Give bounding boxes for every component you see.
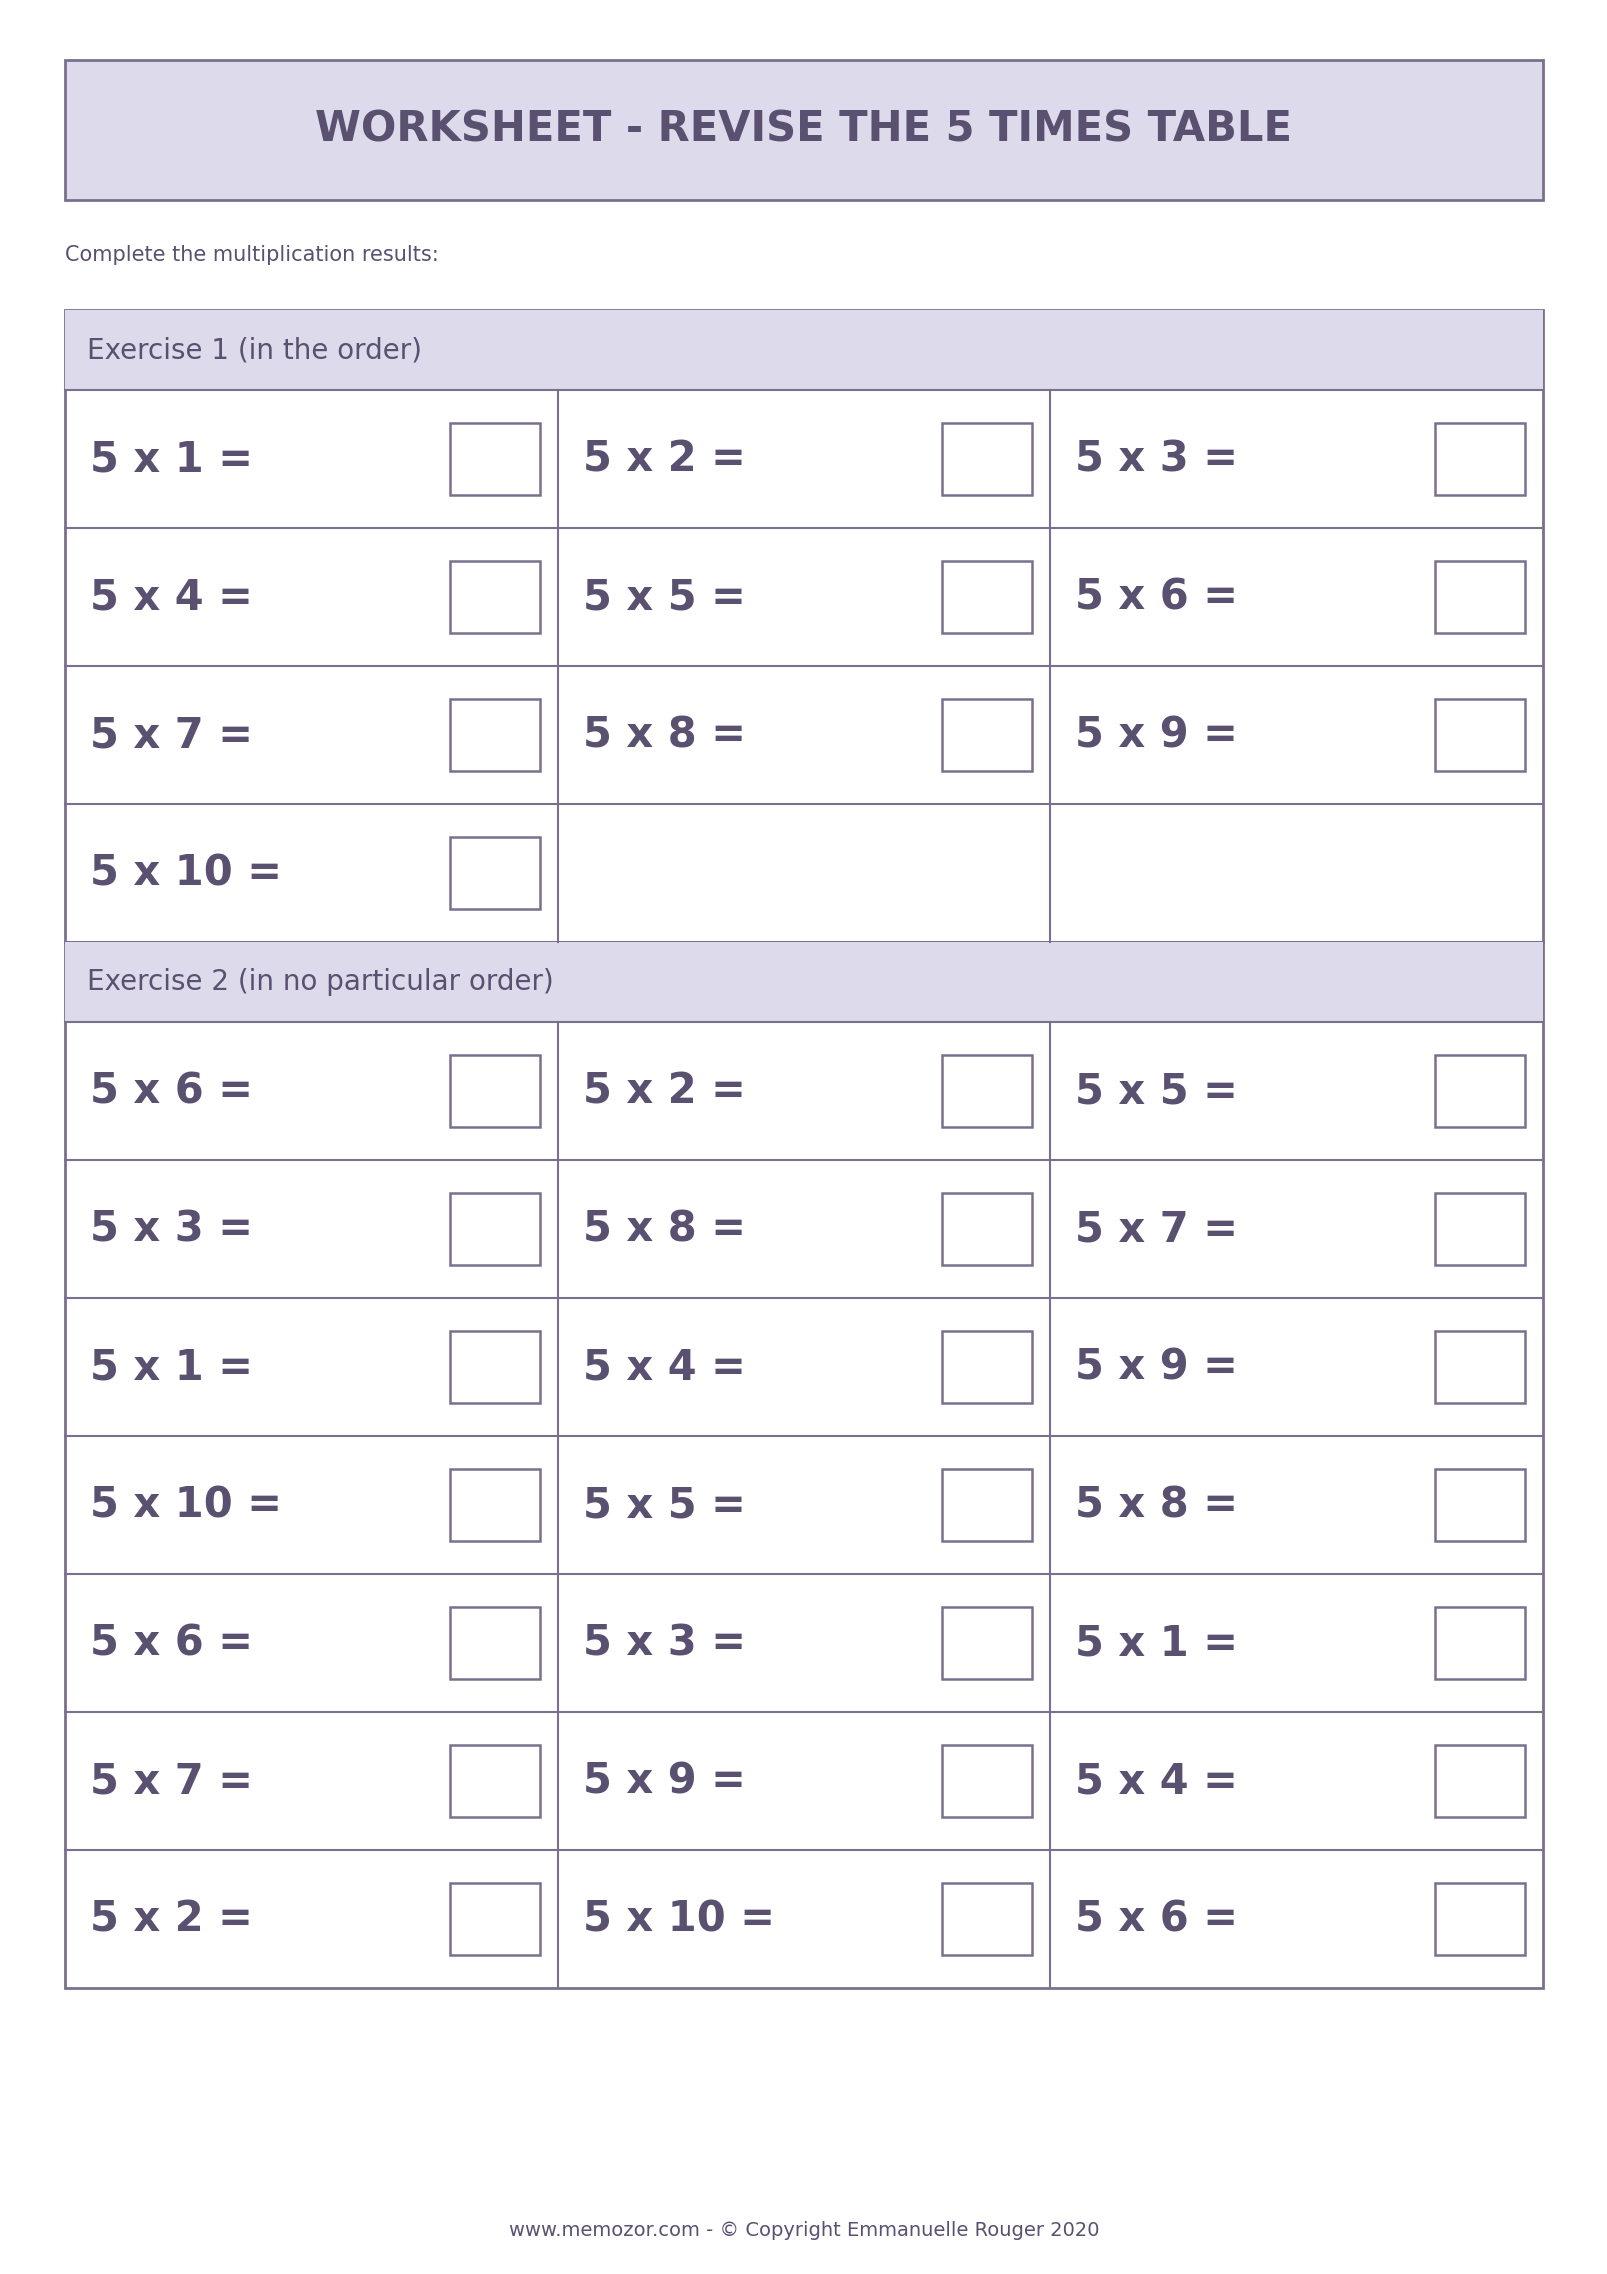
- Text: 5 x 10 =: 5 x 10 =: [582, 1899, 775, 1940]
- Bar: [1433, 1330, 1523, 1403]
- Text: www.memozor.com - © Copyright Emmanuelle Rouger 2020: www.memozor.com - © Copyright Emmanuelle…: [508, 2219, 1099, 2240]
- Text: 5 x 7 =: 5 x 7 =: [1075, 1207, 1237, 1251]
- Bar: [942, 1330, 1032, 1403]
- Text: 5 x 10 =: 5 x 10 =: [90, 1485, 281, 1526]
- Bar: [942, 1194, 1032, 1264]
- Text: 5 x 1 =: 5 x 1 =: [1075, 1621, 1237, 1665]
- Text: 5 x 3 =: 5 x 3 =: [582, 1621, 746, 1665]
- Text: 5 x 2 =: 5 x 2 =: [90, 1899, 252, 1940]
- Text: 5 x 3 =: 5 x 3 =: [1075, 439, 1237, 480]
- Bar: [450, 837, 540, 910]
- Bar: [450, 1744, 540, 1817]
- Text: WORKSHEET - REVISE THE 5 TIMES TABLE: WORKSHEET - REVISE THE 5 TIMES TABLE: [315, 109, 1292, 150]
- Bar: [1433, 1608, 1523, 1678]
- Bar: [1433, 698, 1523, 771]
- Bar: [450, 1469, 540, 1542]
- Bar: [64, 941, 1543, 1987]
- Text: 5 x 5 =: 5 x 5 =: [582, 1485, 746, 1526]
- Bar: [64, 941, 1543, 1021]
- Text: Complete the multiplication results:: Complete the multiplication results:: [64, 246, 439, 266]
- Bar: [450, 1330, 540, 1403]
- Text: 5 x 4 =: 5 x 4 =: [582, 1346, 746, 1387]
- Text: 5 x 5 =: 5 x 5 =: [582, 575, 746, 619]
- Text: 5 x 6 =: 5 x 6 =: [1075, 1899, 1237, 1940]
- Bar: [942, 1883, 1032, 1956]
- Text: 5 x 4 =: 5 x 4 =: [90, 575, 252, 619]
- Text: 5 x 3 =: 5 x 3 =: [90, 1207, 252, 1251]
- Bar: [450, 423, 540, 496]
- Text: 5 x 7 =: 5 x 7 =: [90, 714, 252, 755]
- Bar: [450, 1883, 540, 1956]
- Text: 5 x 7 =: 5 x 7 =: [90, 1760, 252, 1801]
- Text: 5 x 5 =: 5 x 5 =: [1075, 1071, 1237, 1112]
- Bar: [64, 309, 1543, 941]
- Bar: [450, 698, 540, 771]
- Bar: [942, 1744, 1032, 1817]
- Text: 5 x 1 =: 5 x 1 =: [90, 439, 252, 480]
- Bar: [1433, 1194, 1523, 1264]
- Bar: [1433, 562, 1523, 632]
- Bar: [1433, 1055, 1523, 1128]
- Bar: [942, 1469, 1032, 1542]
- Bar: [64, 59, 1543, 200]
- Text: 5 x 4 =: 5 x 4 =: [1075, 1760, 1237, 1801]
- Text: 5 x 2 =: 5 x 2 =: [582, 1071, 746, 1112]
- Text: 5 x 6 =: 5 x 6 =: [90, 1621, 252, 1665]
- Bar: [1433, 1469, 1523, 1542]
- Bar: [450, 1608, 540, 1678]
- Bar: [942, 423, 1032, 496]
- Text: 5 x 10 =: 5 x 10 =: [90, 853, 281, 894]
- Bar: [450, 1055, 540, 1128]
- Text: 5 x 9 =: 5 x 9 =: [1075, 1346, 1237, 1387]
- Text: 5 x 1 =: 5 x 1 =: [90, 1346, 252, 1387]
- Text: 5 x 6 =: 5 x 6 =: [90, 1071, 252, 1112]
- Text: 5 x 8 =: 5 x 8 =: [1075, 1485, 1237, 1526]
- Text: 5 x 9 =: 5 x 9 =: [582, 1760, 746, 1801]
- Bar: [450, 562, 540, 632]
- Bar: [942, 1055, 1032, 1128]
- Bar: [450, 1194, 540, 1264]
- Bar: [1433, 423, 1523, 496]
- Text: 5 x 8 =: 5 x 8 =: [582, 1207, 746, 1251]
- Text: Exercise 2 (in no particular order): Exercise 2 (in no particular order): [87, 969, 553, 996]
- Bar: [1433, 1744, 1523, 1817]
- Bar: [64, 309, 1543, 391]
- Bar: [942, 1608, 1032, 1678]
- Text: 5 x 8 =: 5 x 8 =: [582, 714, 746, 755]
- Text: 5 x 6 =: 5 x 6 =: [1075, 575, 1237, 619]
- Text: 5 x 9 =: 5 x 9 =: [1075, 714, 1237, 755]
- Bar: [942, 698, 1032, 771]
- Bar: [942, 562, 1032, 632]
- Text: Exercise 1 (in the order): Exercise 1 (in the order): [87, 337, 421, 364]
- Text: 5 x 2 =: 5 x 2 =: [582, 439, 746, 480]
- Bar: [1433, 1883, 1523, 1956]
